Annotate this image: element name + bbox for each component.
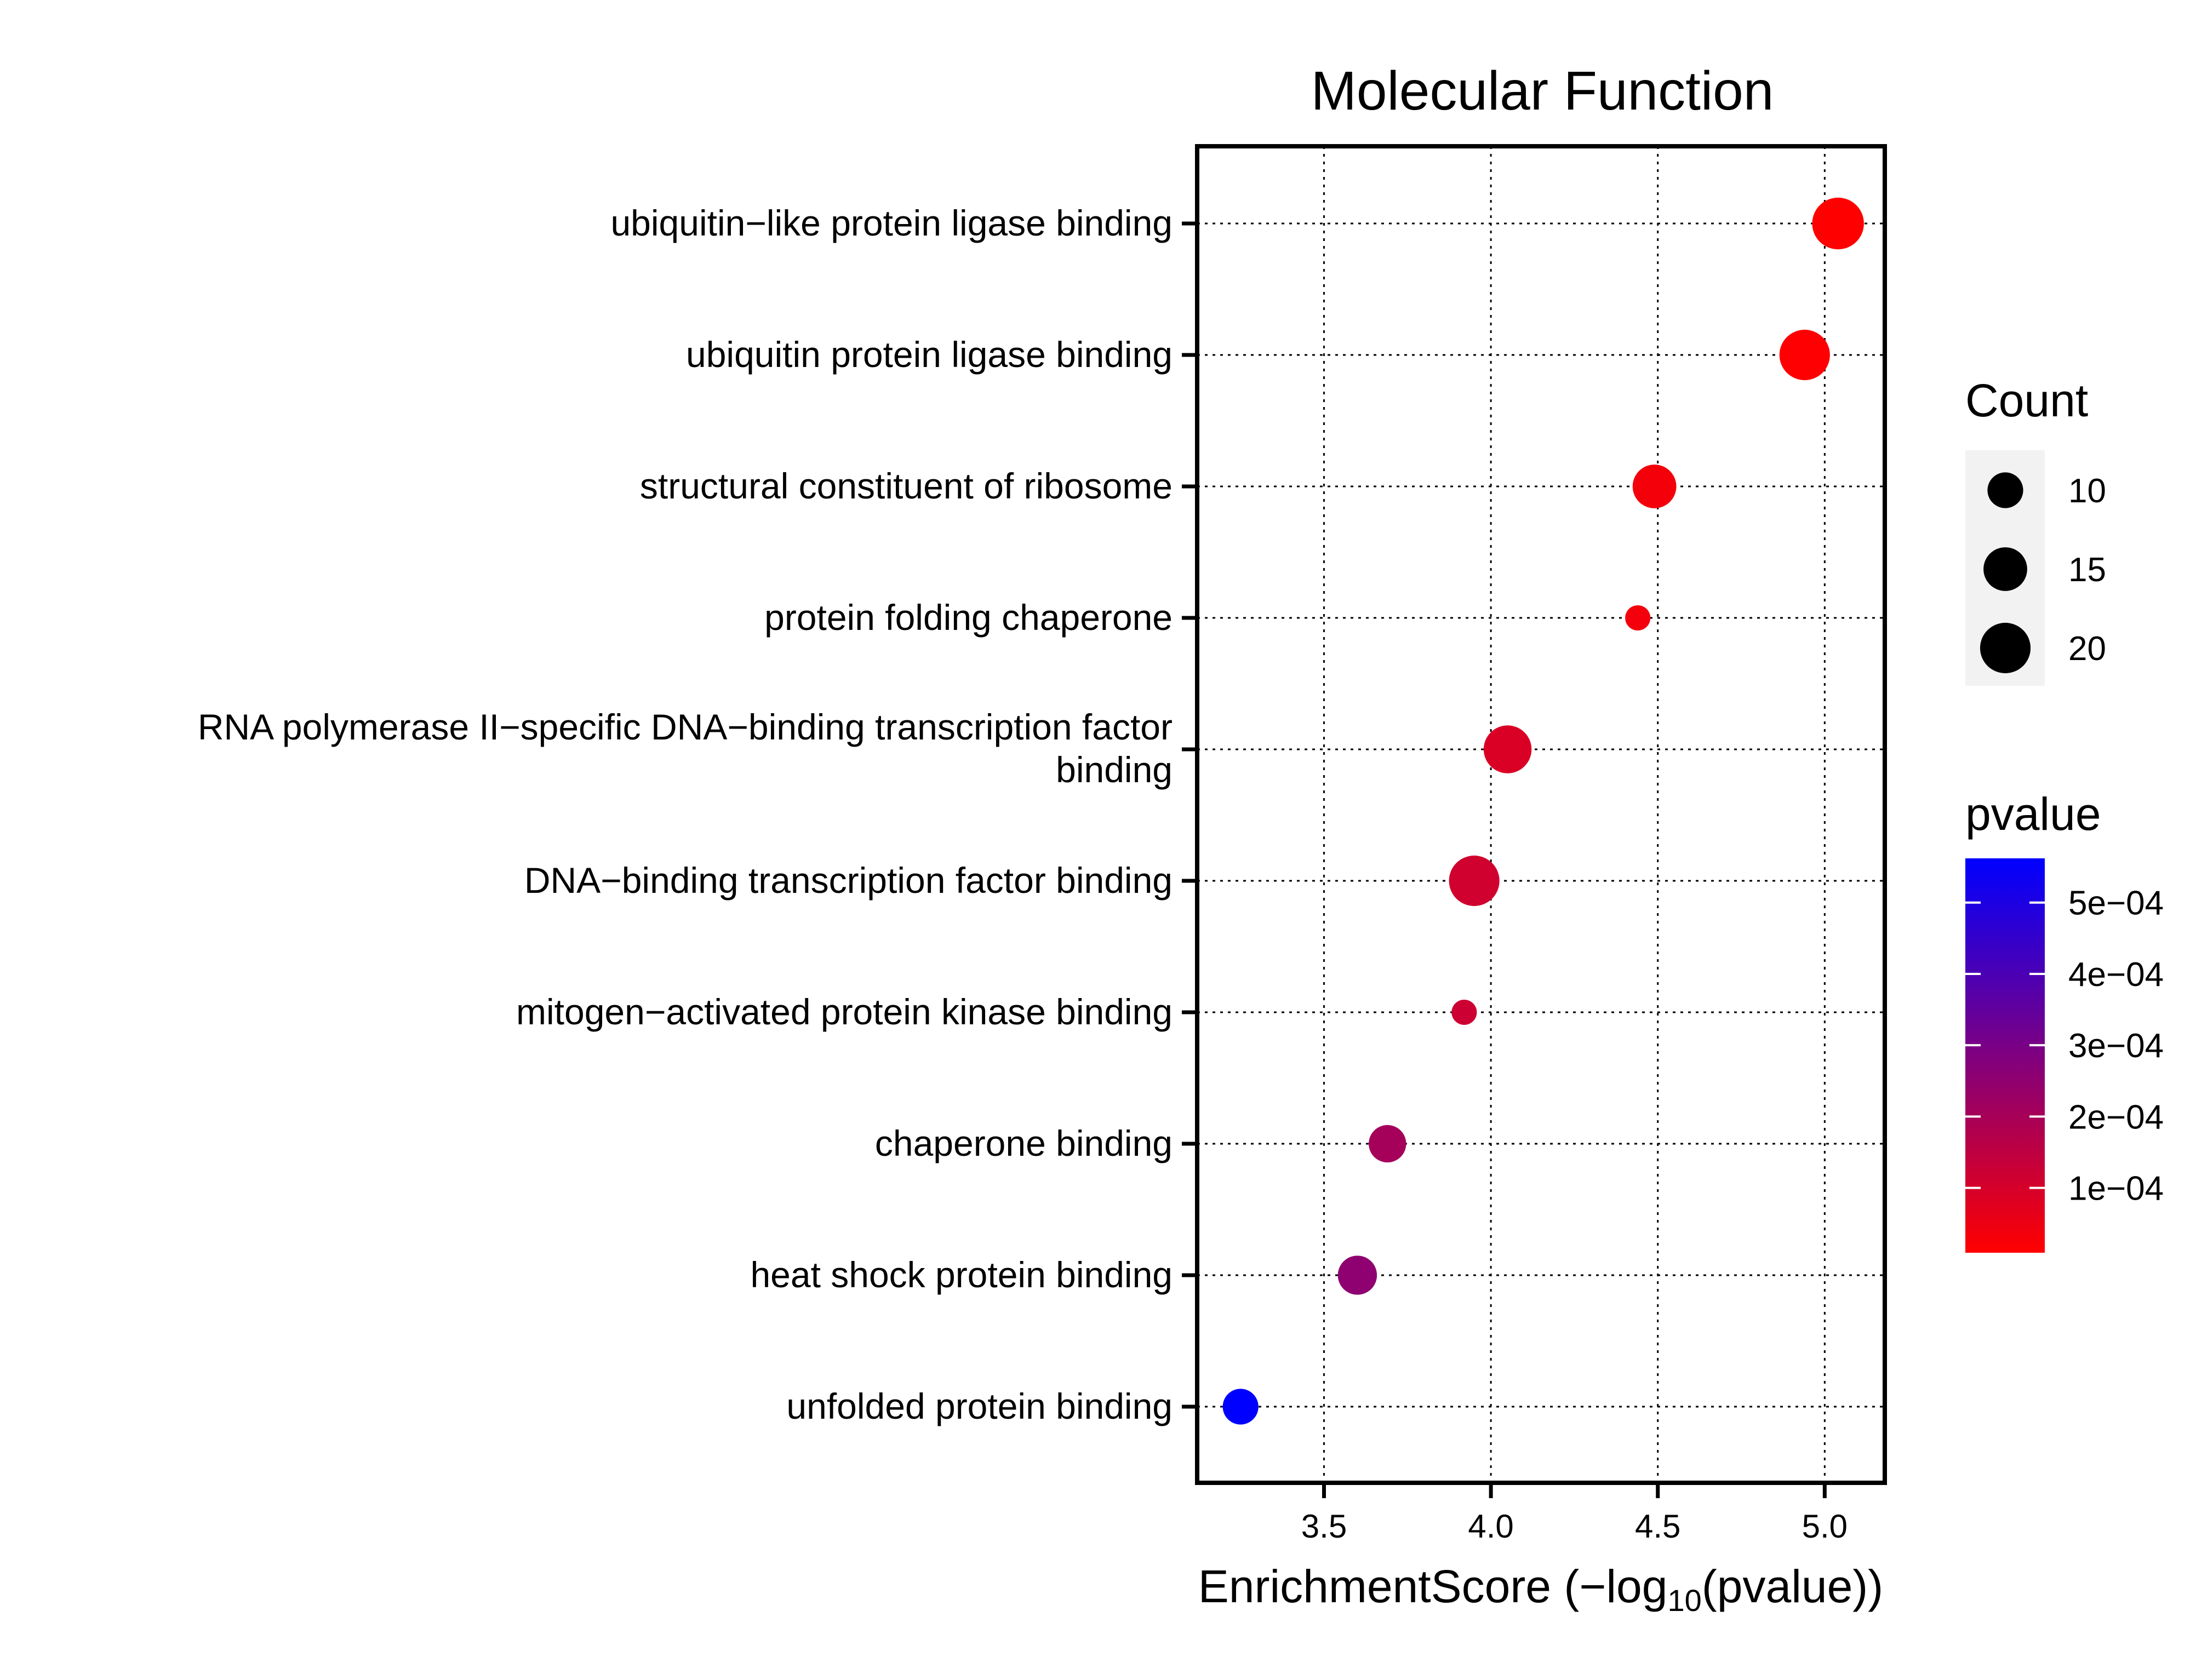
size-legend-label: 20: [2068, 630, 2106, 668]
color-legend: pvalue 5e−04 4e−04 3e−04 2e−04 1e−04: [1965, 788, 2164, 1253]
y-tick-label: protein folding chaperone: [764, 597, 1173, 638]
y-tick-label: ubiquitin−like protein ligase binding: [610, 203, 1173, 243]
x-tick-label: 4.0: [1468, 1508, 1513, 1545]
color-legend-title: pvalue: [1965, 788, 2101, 840]
y-tick-label: RNA polymerase II−specific DNA−binding t…: [198, 707, 1173, 790]
y-tick-label: ubiquitin protein ligase binding: [686, 334, 1173, 375]
x-tick-label: 4.5: [1635, 1508, 1680, 1545]
y-tick-label: structural constituent of ribosome: [640, 466, 1173, 506]
y-tick-label: mitogen−activated protein kinase binding: [516, 991, 1173, 1032]
x-axis-label: EnrichmentScore (−log10(pvalue)): [1198, 1561, 1883, 1618]
y-tick-label: DNA−binding transcription factor binding: [524, 860, 1173, 901]
x-tick-label: 5.0: [1802, 1508, 1848, 1545]
data-point: [1449, 855, 1500, 907]
size-legend-dot: [1980, 622, 2031, 674]
data-point: [1625, 605, 1651, 631]
axis-ticks: 3.5 4.0 4.5 5.0 ubiquitin−like protein ligas…: [198, 203, 1848, 1545]
y-tick-label-line: binding: [1056, 749, 1173, 790]
x-axis-label-prefix: EnrichmentScore (−log: [1198, 1561, 1668, 1612]
data-point: [1632, 465, 1677, 508]
data-point: [1337, 1255, 1377, 1295]
color-legend-label: 3e−04: [2068, 1027, 2164, 1065]
data-points: [1222, 197, 1864, 1425]
size-legend-label: 10: [2068, 472, 2106, 510]
size-legend-label: 15: [2068, 551, 2106, 589]
x-axis-label-subscript: 10: [1667, 1583, 1701, 1618]
size-legend-title: Count: [1965, 375, 2088, 426]
data-point: [1369, 1125, 1406, 1163]
x-axis-label-suffix: (pvalue)): [1702, 1561, 1883, 1612]
chart-title: Molecular Function: [1311, 60, 1774, 122]
y-tick-label: chaperone binding: [875, 1123, 1173, 1163]
data-point: [1483, 725, 1532, 773]
y-tick-label-line: RNA polymerase II−specific DNA−binding t…: [198, 707, 1173, 747]
color-legend-label: 4e−04: [2068, 956, 2164, 994]
data-point: [1451, 999, 1477, 1025]
plot-panel-border: [1195, 144, 1887, 1485]
y-tick-label: unfolded protein binding: [786, 1386, 1173, 1426]
color-legend-label: 1e−04: [2068, 1170, 2164, 1208]
data-point: [1222, 1389, 1259, 1425]
data-point: [1812, 197, 1864, 250]
y-tick-label: heat shock protein binding: [750, 1254, 1173, 1295]
color-legend-bar: [1965, 858, 2045, 1253]
color-legend-label: 2e−04: [2068, 1098, 2164, 1136]
x-tick-label: 3.5: [1301, 1508, 1347, 1545]
data-point: [1779, 329, 1830, 381]
size-legend-dot: [1983, 547, 2027, 591]
size-legend-dot: [1987, 472, 2023, 508]
size-legend: Count 10 15 20: [1965, 375, 2106, 686]
color-legend-label: 5e−04: [2068, 885, 2164, 922]
